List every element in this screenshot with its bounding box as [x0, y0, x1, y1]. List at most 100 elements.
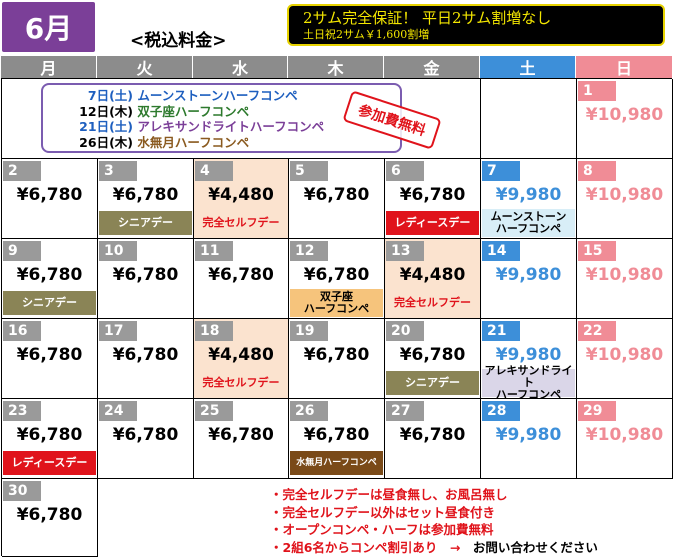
day-cell[interactable]: 23 ¥6,780 レディースデー	[2, 399, 98, 479]
day-cell[interactable]: 15 ¥10,980	[577, 239, 673, 319]
day-number: 28	[482, 401, 520, 421]
day-price: ¥6,780	[16, 345, 83, 365]
day-cell[interactable]: 8 ¥10,980	[577, 159, 673, 239]
day-price: ¥6,780	[112, 185, 179, 205]
day-price: ¥6,780	[399, 345, 466, 365]
day-price: ¥10,980	[585, 185, 664, 205]
day-number: 18	[195, 321, 233, 341]
day-number: 14	[482, 241, 520, 261]
day-price: ¥6,780	[303, 265, 370, 285]
day-price: ¥6,780	[16, 265, 83, 285]
day-number: 29	[578, 401, 616, 421]
day-cell[interactable]: 11 ¥6,780	[194, 239, 289, 319]
day-cell[interactable]: 27 ¥6,780	[385, 399, 481, 479]
day-number: 23	[3, 401, 41, 421]
day-number: 22	[578, 321, 616, 341]
day-number: 16	[3, 321, 41, 341]
event-band: ムーンストーン ハーフコンペ	[482, 209, 575, 237]
day-price: ¥6,780	[112, 265, 179, 285]
event-band: レディースデー	[3, 451, 96, 475]
day-number: 17	[99, 321, 137, 341]
day-price: ¥6,780	[16, 505, 83, 525]
day-cell[interactable]: 21 ¥9,980 アレキサンドライト ハーフコンペ	[481, 319, 577, 401]
day-number: 11	[195, 241, 233, 261]
weekday-header-sat: 土	[480, 56, 576, 78]
event-row: 26日(木) 水無月ハーフコンペ	[63, 135, 400, 151]
day-cell[interactable]: 25 ¥6,780	[194, 399, 289, 479]
day-cell[interactable]: 19 ¥6,780	[289, 319, 385, 399]
day-number: 6	[386, 161, 424, 181]
day-cell[interactable]: 30 ¥6,780	[2, 479, 98, 557]
weekday-header-tue: 火	[97, 56, 193, 78]
day-number: 25	[195, 401, 233, 421]
day-price: ¥6,780	[16, 425, 83, 445]
event-band: 水無月ハーフコンペ	[290, 451, 383, 475]
day-price: ¥10,980	[585, 265, 664, 285]
note-line: ・2組6名からコンペ割引あり → お問い合わせください	[270, 539, 598, 557]
notes: ・完全セルフデーは昼食無し、お風呂無し ・完全セルフデー以外はセット昼食付き ・…	[270, 486, 598, 556]
note-line: ・完全セルフデーは昼食無し、お風呂無し	[270, 487, 508, 502]
weekday-header-wed: 水	[193, 56, 288, 78]
event-date: 21日(土)	[79, 119, 133, 134]
day-cell[interactable]: 29 ¥10,980	[577, 399, 673, 479]
day-cell[interactable]: 1 ¥10,980	[577, 79, 673, 159]
notes-area	[98, 479, 673, 557]
day-cell[interactable]: 26 ¥6,780 水無月ハーフコンペ	[289, 399, 385, 479]
event-band: レディースデー	[386, 211, 479, 235]
note-text: ・2組6名からコンペ割引あり →	[270, 539, 473, 555]
day-cell[interactable]: 18 ¥4,480 完全セルフデー	[194, 319, 289, 399]
day-cell[interactable]: 7 ¥9,980 ムーンストーン ハーフコンペ	[481, 159, 577, 239]
event-name: 水無月ハーフコンペ	[137, 134, 250, 150]
day-cell[interactable]: 16 ¥6,780	[2, 319, 98, 399]
event-band: シニアデー	[99, 211, 192, 235]
event-band: 完全セルフデー	[195, 211, 287, 235]
day-cell[interactable]: 12 ¥6,780 双子座 ハーフコンペ	[289, 239, 385, 319]
day-price: ¥6,780	[399, 425, 466, 445]
day-cell[interactable]: 22 ¥10,980	[577, 319, 673, 399]
day-price: ¥6,780	[208, 425, 274, 445]
day-cell[interactable]: 9 ¥6,780 シニアデー	[2, 239, 98, 319]
day-number: 5	[290, 161, 328, 181]
promo-banner: 2サム完全保証！ 平日2サム割増なし 土日祝2サム￥1,600割増	[287, 4, 665, 46]
day-number: 24	[99, 401, 137, 421]
note-contact: お問い合わせください	[472, 539, 598, 555]
day-cell[interactable]: 17 ¥6,780	[98, 319, 194, 399]
day-cell[interactable]: 20 ¥6,780 シニアデー	[385, 319, 481, 399]
day-cell[interactable]: 13 ¥4,480 完全セルフデー	[385, 239, 481, 319]
event-band: 完全セルフデー	[195, 371, 287, 395]
day-number: 8	[578, 161, 616, 181]
day-number: 15	[578, 241, 616, 261]
day-price: ¥6,780	[16, 185, 83, 205]
day-number: 10	[99, 241, 137, 261]
day-number: 3	[99, 161, 137, 181]
day-number: 30	[3, 481, 41, 501]
day-cell[interactable]: 6 ¥6,780 レディースデー	[385, 159, 481, 239]
note-line: ・オープンコンペ・ハーフは参加費無料	[270, 522, 494, 537]
day-cell[interactable]: 28 ¥9,980	[481, 399, 577, 479]
tax-label: <税込料金>	[130, 31, 227, 51]
day-number: 2	[3, 161, 41, 181]
day-cell[interactable]: 24 ¥6,780	[98, 399, 194, 479]
weekday-header-thu: 木	[288, 56, 384, 78]
day-number: 13	[386, 241, 424, 261]
event-date: 7日(土)	[87, 88, 133, 103]
day-number: 20	[386, 321, 424, 341]
event-name: アレキサンドライトハーフコンペ	[137, 119, 325, 134]
event-date: 12日(木)	[79, 103, 133, 119]
event-band: アレキサンドライト ハーフコンペ	[482, 365, 575, 401]
day-cell[interactable]: 14 ¥9,980	[481, 239, 577, 319]
event-band: 双子座 ハーフコンペ	[290, 289, 383, 317]
day-cell[interactable]: 4 ¥4,480 完全セルフデー	[194, 159, 289, 239]
event-band: 完全セルフデー	[386, 291, 479, 315]
day-number: 7	[482, 161, 520, 181]
month-title: 6月	[2, 2, 95, 52]
day-cell[interactable]: 3 ¥6,780 シニアデー	[98, 159, 194, 239]
day-number: 12	[290, 241, 328, 261]
day-cell[interactable]: 5 ¥6,780	[289, 159, 385, 239]
day-cell[interactable]: 10 ¥6,780	[98, 239, 194, 319]
day-price: ¥4,480	[194, 345, 288, 365]
event-name: 双子座ハーフコンペ	[137, 103, 250, 119]
day-cell[interactable]: 2 ¥6,780	[2, 159, 98, 239]
day-price: ¥9,980	[495, 185, 562, 205]
day-price: ¥10,980	[585, 105, 664, 125]
